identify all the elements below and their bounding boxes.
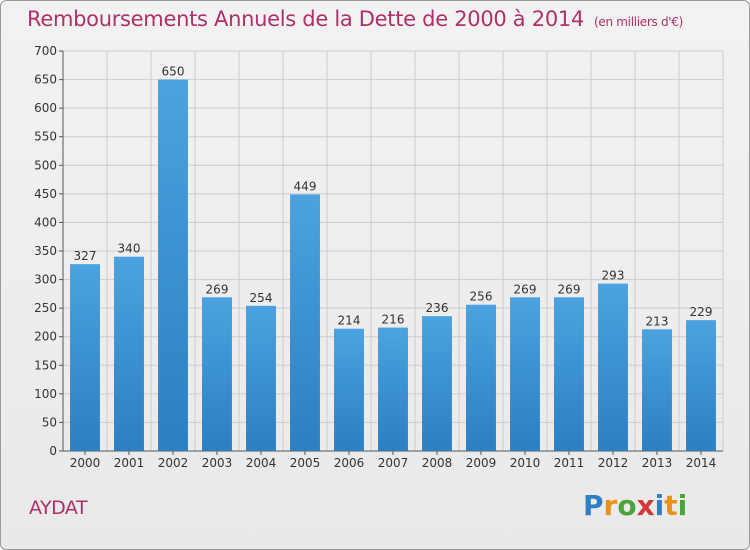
bar — [554, 297, 584, 451]
data-label: 340 — [118, 242, 141, 256]
x-tick-label: 2008 — [422, 456, 453, 470]
bar — [70, 264, 100, 451]
logo-letter: x — [636, 489, 655, 522]
bar — [290, 194, 320, 451]
x-tick-label: 2009 — [466, 456, 497, 470]
y-tick-label: 500 — [34, 158, 57, 172]
bar — [598, 283, 628, 451]
y-tick-label: 150 — [34, 358, 57, 372]
data-label: 269 — [558, 282, 581, 296]
axes: 0 50 100 150 200 250 300 350 400 450 500 550 600 650 7… — [34, 44, 723, 470]
bar — [378, 327, 408, 451]
y-tick-label: 50 — [42, 415, 57, 429]
bar — [686, 320, 716, 451]
commune-name: AYDAT — [29, 497, 88, 519]
y-tick-label: 600 — [34, 101, 57, 115]
bar — [202, 297, 232, 451]
data-label: 449 — [294, 179, 317, 193]
y-tick-label: 0 — [49, 444, 57, 458]
data-label: 327 — [74, 249, 97, 263]
y-tick-label: 200 — [34, 330, 57, 344]
data-label: 229 — [690, 305, 713, 319]
x-tick-label: 2007 — [378, 456, 409, 470]
data-label: 269 — [206, 282, 229, 296]
logo-letter: o — [617, 489, 637, 522]
chart-title: Remboursements Annuels de la Dette de 20… — [27, 7, 683, 31]
logo-letter: t — [664, 489, 678, 522]
bar — [114, 256, 144, 451]
data-label: 650 — [162, 65, 185, 79]
bar — [334, 328, 364, 451]
x-tick-label: 2003 — [202, 456, 233, 470]
title-text: Remboursements Annuels de la Dette de 20… — [27, 7, 584, 31]
y-tick-label: 700 — [34, 44, 57, 58]
data-label: 236 — [426, 301, 449, 315]
x-tick-label: 2012 — [598, 456, 629, 470]
data-label: 256 — [470, 290, 493, 304]
y-tick-label: 400 — [34, 215, 57, 229]
x-tick-label: 2013 — [642, 456, 673, 470]
x-tick-label: 2000 — [70, 456, 101, 470]
x-tick-label: 2014 — [686, 456, 717, 470]
x-tick-label: 2002 — [158, 456, 189, 470]
bars — [70, 79, 716, 452]
bar — [422, 316, 452, 451]
x-tick-label: 2004 — [246, 456, 277, 470]
bar — [466, 304, 496, 451]
chart-subtitle: (en milliers d'€) — [594, 15, 684, 29]
bar — [246, 305, 276, 451]
y-tick-label: 100 — [34, 387, 57, 401]
x-tick-label: 2010 — [510, 456, 541, 470]
bar — [158, 79, 188, 452]
bar — [510, 297, 540, 451]
proxiti-logo: Proxiti — [583, 489, 687, 522]
logo-letter: i — [654, 489, 665, 522]
logo-letter: r — [603, 489, 618, 522]
data-label: 269 — [514, 282, 537, 296]
data-label: 213 — [646, 314, 669, 328]
data-labels: 327 340 650 269 254 449 214 216 236 256 269 269 293 2… — [74, 65, 713, 329]
y-tick-label: 550 — [34, 130, 57, 144]
x-tick-label: 2011 — [554, 456, 585, 470]
logo-letter: i — [677, 489, 688, 522]
y-tick-label: 450 — [34, 187, 57, 201]
x-tick-label: 2001 — [114, 456, 145, 470]
x-tick-label: 2006 — [334, 456, 365, 470]
bar — [642, 329, 672, 451]
x-tick-label: 2005 — [290, 456, 321, 470]
y-tick-label: 250 — [34, 301, 57, 315]
y-tick-label: 300 — [34, 273, 57, 287]
data-label: 214 — [338, 314, 361, 328]
logo-letter: P — [583, 489, 604, 522]
y-tick-label: 350 — [34, 244, 57, 258]
data-label: 216 — [382, 313, 405, 327]
data-label: 293 — [602, 269, 625, 283]
y-tick-label: 650 — [34, 73, 57, 87]
data-label: 254 — [250, 291, 273, 305]
